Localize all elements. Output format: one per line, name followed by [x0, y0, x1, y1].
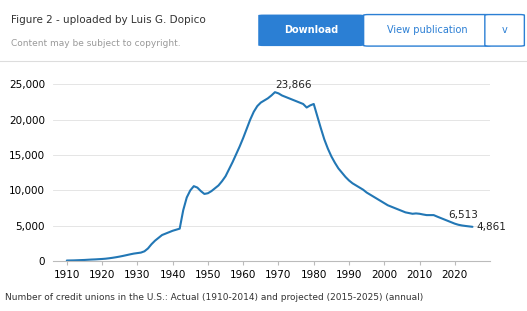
Text: Figure 2 - uploaded by Luis G. Dopico: Figure 2 - uploaded by Luis G. Dopico	[11, 15, 206, 25]
FancyBboxPatch shape	[485, 15, 524, 46]
Text: v: v	[502, 25, 508, 35]
FancyBboxPatch shape	[258, 15, 364, 46]
Text: 23,866: 23,866	[275, 80, 311, 90]
Text: 4,861: 4,861	[476, 222, 506, 232]
FancyBboxPatch shape	[364, 15, 490, 46]
Text: View publication: View publication	[387, 25, 467, 35]
Text: 6,513: 6,513	[448, 210, 477, 220]
Text: Download: Download	[284, 25, 338, 35]
Text: Number of credit unions in the U.S.: Actual (1910-2014) and projected (2015-2025: Number of credit unions in the U.S.: Act…	[5, 293, 424, 302]
Text: Content may be subject to copyright.: Content may be subject to copyright.	[11, 39, 180, 49]
